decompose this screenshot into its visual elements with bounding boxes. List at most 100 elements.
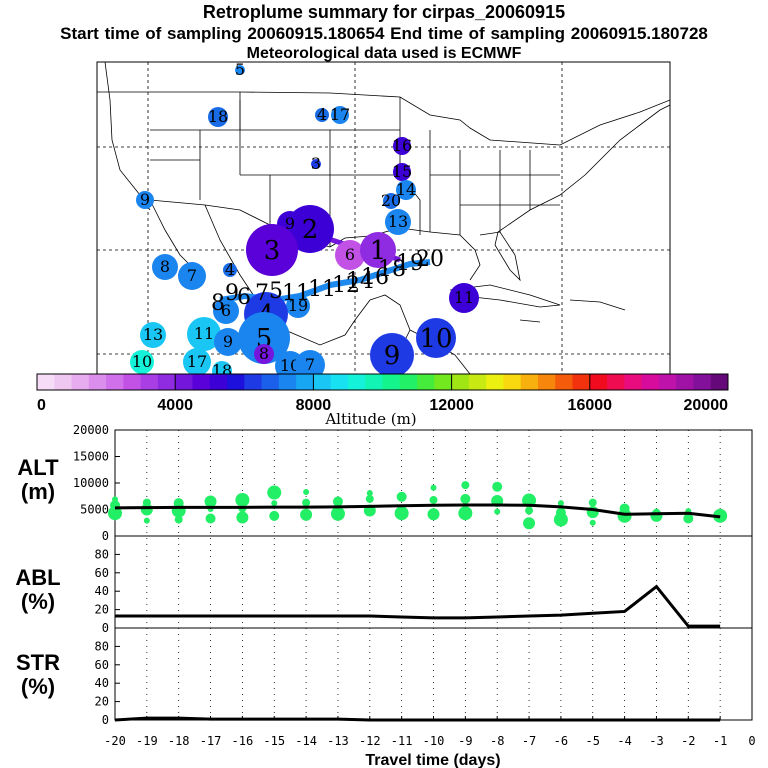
cluster-marker <box>385 209 411 235</box>
cluster-marker <box>214 328 242 356</box>
x-tick-label: -13 <box>327 734 349 748</box>
altitude-dot <box>430 484 437 491</box>
y-tick-label: 60 <box>95 566 109 580</box>
colorbar-tick-label: 4000 <box>157 397 193 414</box>
colorbar-cell <box>106 374 124 390</box>
cluster-marker <box>416 318 456 358</box>
altitude-dot <box>617 508 632 523</box>
geography-lines <box>97 62 670 374</box>
panel-ylabel-unit: (%) <box>21 674 55 699</box>
colorbar-tick-label: 12000 <box>429 397 474 414</box>
cluster-marker <box>396 180 416 200</box>
colorbar-tick-label: 0 <box>37 397 46 414</box>
cluster-marker <box>311 159 321 169</box>
x-tick-label: 0 <box>748 734 755 748</box>
colorbar-cell <box>227 374 245 390</box>
x-axis-ticks: -20 -19 -18 -17 -16 -15 -14 -13 -12 -11 -10 -9 -8 -7-… <box>104 716 756 748</box>
colorbar-cell <box>88 374 107 390</box>
altitude-dot <box>461 481 470 490</box>
colorbar-cell <box>555 374 574 390</box>
altitude-dot <box>269 510 280 521</box>
y-tick-label: 5000 <box>80 503 109 517</box>
cluster-marker-label: 2 <box>302 215 319 245</box>
colorbar-cell <box>468 374 487 390</box>
colorbar-cell <box>572 374 591 390</box>
altitude-line <box>114 503 721 519</box>
altitude-dot <box>236 511 249 524</box>
cluster-marker-label: 19 <box>288 296 308 315</box>
cluster-marker <box>393 163 411 181</box>
cluster-marker-label: 17 <box>330 105 350 124</box>
colorbar-cell <box>175 374 193 390</box>
altitude-dot <box>553 512 568 527</box>
altitude-colorbar: 0 4000 8000 12000 16000 20000 Altitude (m) <box>36 373 729 428</box>
cluster-marker-label: 10 <box>132 352 152 371</box>
x-tick-label: -4 <box>617 734 631 748</box>
x-tick-label: -1 <box>713 734 727 748</box>
colorbar-cell <box>157 374 176 390</box>
cluster-marker <box>238 312 290 364</box>
cuba-outline <box>449 284 561 308</box>
track-number: 11 <box>308 277 336 302</box>
x-tick-label: -16 <box>232 734 254 748</box>
altitude-dot <box>650 509 663 522</box>
cluster-marker-label: 18 <box>212 361 232 380</box>
altitude-dot <box>302 498 311 507</box>
altitude-dot <box>525 506 534 515</box>
altitude-dot <box>143 517 150 524</box>
cluster-marker-label: 9 <box>140 190 150 209</box>
colorbar-cell <box>71 374 90 390</box>
cluster-marker <box>370 333 414 374</box>
colorbar-label: Altitude (m) <box>324 410 416 428</box>
cluster-marker-label: 10 <box>280 356 300 375</box>
colorbar-cell <box>624 374 643 390</box>
altitude-dot <box>330 506 345 521</box>
track-number: 20 <box>416 247 444 272</box>
y-tick-label: 40 <box>95 584 109 598</box>
cluster-marker-label: 7 <box>305 355 315 374</box>
altitude-dot <box>429 495 438 504</box>
y-tick-label: 20000 <box>73 423 109 437</box>
cluster-marker <box>295 350 325 374</box>
colorbar-cell <box>417 374 435 390</box>
y-tick-label: 80 <box>95 639 109 653</box>
baja-coastline <box>149 199 196 271</box>
y-tick-label: 0 <box>102 621 109 635</box>
x-tick-label: -15 <box>263 734 285 748</box>
cluster-marker <box>331 106 349 124</box>
altitude-dot <box>174 515 183 524</box>
panel-ylabel-unit: (m) <box>21 479 55 504</box>
cluster-marker-label: 4 <box>317 105 327 124</box>
cluster-marker <box>223 263 237 277</box>
cluster-marker <box>254 344 274 364</box>
altitude-dot <box>366 490 373 497</box>
track-number: 9 <box>225 281 239 306</box>
colorbar-ticks: 0 4000 8000 12000 16000 20000 <box>36 374 729 414</box>
canada-border <box>97 91 670 146</box>
colorbar-tick-label: 20000 <box>684 397 729 414</box>
altitude-dot <box>589 519 596 526</box>
cluster-marker-label: 15 <box>392 162 412 181</box>
colorbar-cell <box>676 374 694 390</box>
cluster-marker-label: 1 <box>370 236 387 266</box>
colorbar-cells <box>37 374 729 390</box>
state-border <box>240 129 331 247</box>
mexico-coastline <box>204 204 411 374</box>
panel-ylabel: ALT <box>17 455 59 480</box>
colorbar-cell <box>486 374 504 390</box>
altitude-dot <box>300 508 313 521</box>
cluster-marker-label: 9 <box>223 332 233 351</box>
cluster-marker <box>383 193 399 209</box>
altitude-dot <box>683 513 694 524</box>
altitude-dot <box>365 494 374 503</box>
track-number: 5 <box>269 279 283 304</box>
x-tick-label: -10 <box>423 734 445 748</box>
colorbar-cell <box>382 374 401 390</box>
map-frame <box>96 61 671 375</box>
cluster-markers: 5184173161514920132936187411619413119581… <box>130 62 479 380</box>
altitude-dot <box>171 503 186 518</box>
cluster-marker <box>152 254 178 280</box>
cluster-marker-label: 14 <box>396 180 416 199</box>
